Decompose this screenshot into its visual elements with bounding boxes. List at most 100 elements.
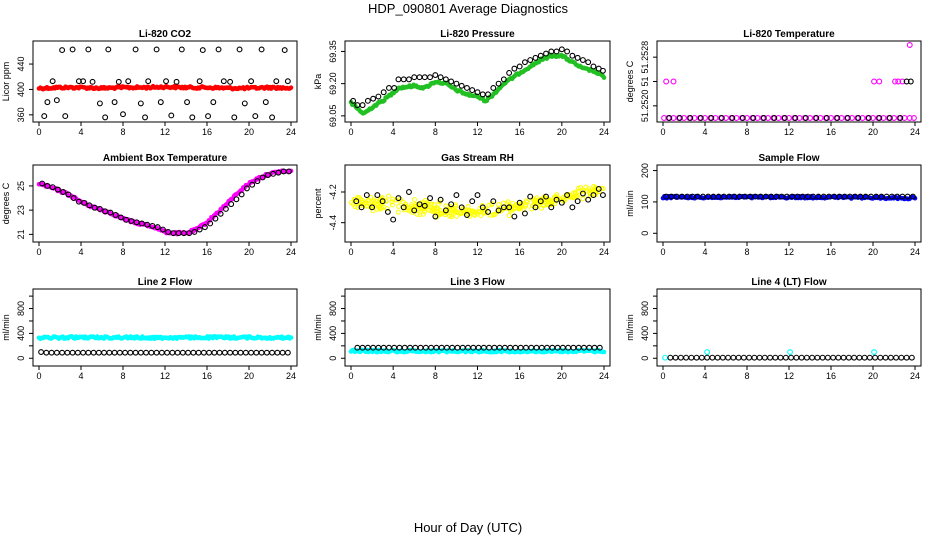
series-licor-temp-magenta	[661, 42, 917, 121]
data-point	[196, 78, 203, 85]
data-point	[279, 349, 286, 356]
data-point	[574, 198, 581, 205]
data-point	[558, 46, 565, 53]
data-point	[672, 354, 679, 361]
data-point	[144, 221, 151, 228]
data-point	[432, 72, 439, 79]
data-point	[227, 78, 234, 85]
panel-title: Li-820 CO2	[139, 29, 192, 40]
data-point	[719, 354, 726, 361]
data-point	[596, 344, 603, 351]
data-point	[236, 46, 243, 53]
data-point	[163, 78, 170, 85]
y-tick-label: 0	[640, 231, 650, 236]
series-ambient-dense	[36, 168, 294, 237]
series-sample-flow-marks	[663, 193, 916, 200]
data-point	[210, 99, 217, 106]
data-point	[895, 78, 902, 85]
data-point	[533, 203, 539, 209]
data-point	[512, 344, 519, 351]
data-point	[259, 174, 266, 181]
data-point	[96, 205, 103, 212]
x-tick-label: 16	[202, 371, 212, 381]
panel-pressure: Li-820 Pressure kPa 0 4 8 12 16 20 24 69.05 69.20 6…	[313, 29, 611, 137]
data-point	[760, 115, 767, 121]
data-point	[729, 115, 736, 121]
data-point	[521, 59, 528, 66]
series-co2-marks	[41, 46, 291, 121]
plot-frame	[344, 164, 611, 243]
data-point	[417, 344, 424, 351]
data-point	[395, 76, 402, 83]
panel-title: Gas Stream RH	[441, 153, 514, 164]
data-point	[248, 349, 255, 356]
data-point	[288, 85, 294, 90]
data-point	[215, 46, 222, 53]
data-point	[578, 185, 584, 191]
data-point	[866, 354, 873, 361]
data-point	[253, 349, 260, 356]
x-tick-label: 24	[286, 371, 296, 381]
y-tick-label: 800	[328, 301, 338, 316]
data-point	[746, 354, 753, 361]
data-point	[137, 100, 144, 107]
data-point	[835, 354, 842, 361]
data-point	[44, 182, 51, 189]
data-point	[855, 115, 862, 121]
data-point	[511, 213, 518, 220]
data-point	[511, 65, 518, 72]
x-tick-label: 4	[78, 371, 83, 381]
data-point	[782, 354, 789, 361]
data-point	[521, 210, 528, 217]
data-point	[90, 349, 97, 356]
y-tick-label: 800	[640, 301, 650, 316]
data-point	[676, 115, 683, 121]
data-point	[395, 195, 402, 202]
panel-title: Sample Flow	[758, 153, 819, 164]
data-point	[379, 198, 386, 205]
x-tick-label: 12	[784, 247, 794, 257]
x-tick-label: 20	[244, 247, 254, 257]
data-point	[813, 115, 820, 121]
data-point	[358, 204, 365, 211]
data-point	[111, 99, 118, 106]
x-tick-label: 12	[784, 371, 794, 381]
data-point	[258, 46, 265, 53]
data-point	[792, 115, 799, 121]
series-pressure-dense	[348, 52, 607, 116]
data-point	[740, 354, 747, 361]
data-point	[353, 198, 360, 205]
data-point	[793, 354, 800, 361]
data-point	[220, 78, 227, 85]
x-tick-label: 4	[78, 127, 83, 137]
y-tick-label: 51.2528	[640, 41, 650, 74]
y-tick-label: 400	[16, 326, 26, 341]
data-point	[771, 115, 778, 121]
panel-line4: Line 4 (LT) Flow ml/min 0 4 8 12 16 20 24 0 400 800	[625, 277, 922, 381]
y-axis-label: Licor ppm	[1, 62, 11, 102]
data-point	[191, 228, 198, 235]
data-point	[200, 349, 207, 356]
data-point	[242, 349, 249, 356]
plot-frame	[344, 40, 611, 123]
data-point	[238, 191, 245, 198]
data-point	[273, 78, 280, 85]
data-point	[158, 349, 165, 356]
data-point	[138, 220, 145, 227]
data-point	[739, 115, 746, 121]
data-point	[898, 354, 905, 361]
y-tick-label: 0	[16, 356, 26, 361]
data-point	[899, 78, 906, 85]
data-point	[80, 349, 87, 356]
y-axis-label: kPa	[313, 74, 323, 90]
data-point	[886, 115, 893, 121]
x-tick-label: 0	[348, 127, 353, 137]
data-point	[173, 78, 180, 85]
data-point	[85, 349, 92, 356]
y-tick-label: 69.20	[328, 72, 338, 95]
data-point	[373, 202, 379, 208]
x-tick-label: 24	[910, 247, 920, 257]
data-point	[416, 201, 423, 208]
y-tick-label: 400	[640, 326, 650, 341]
